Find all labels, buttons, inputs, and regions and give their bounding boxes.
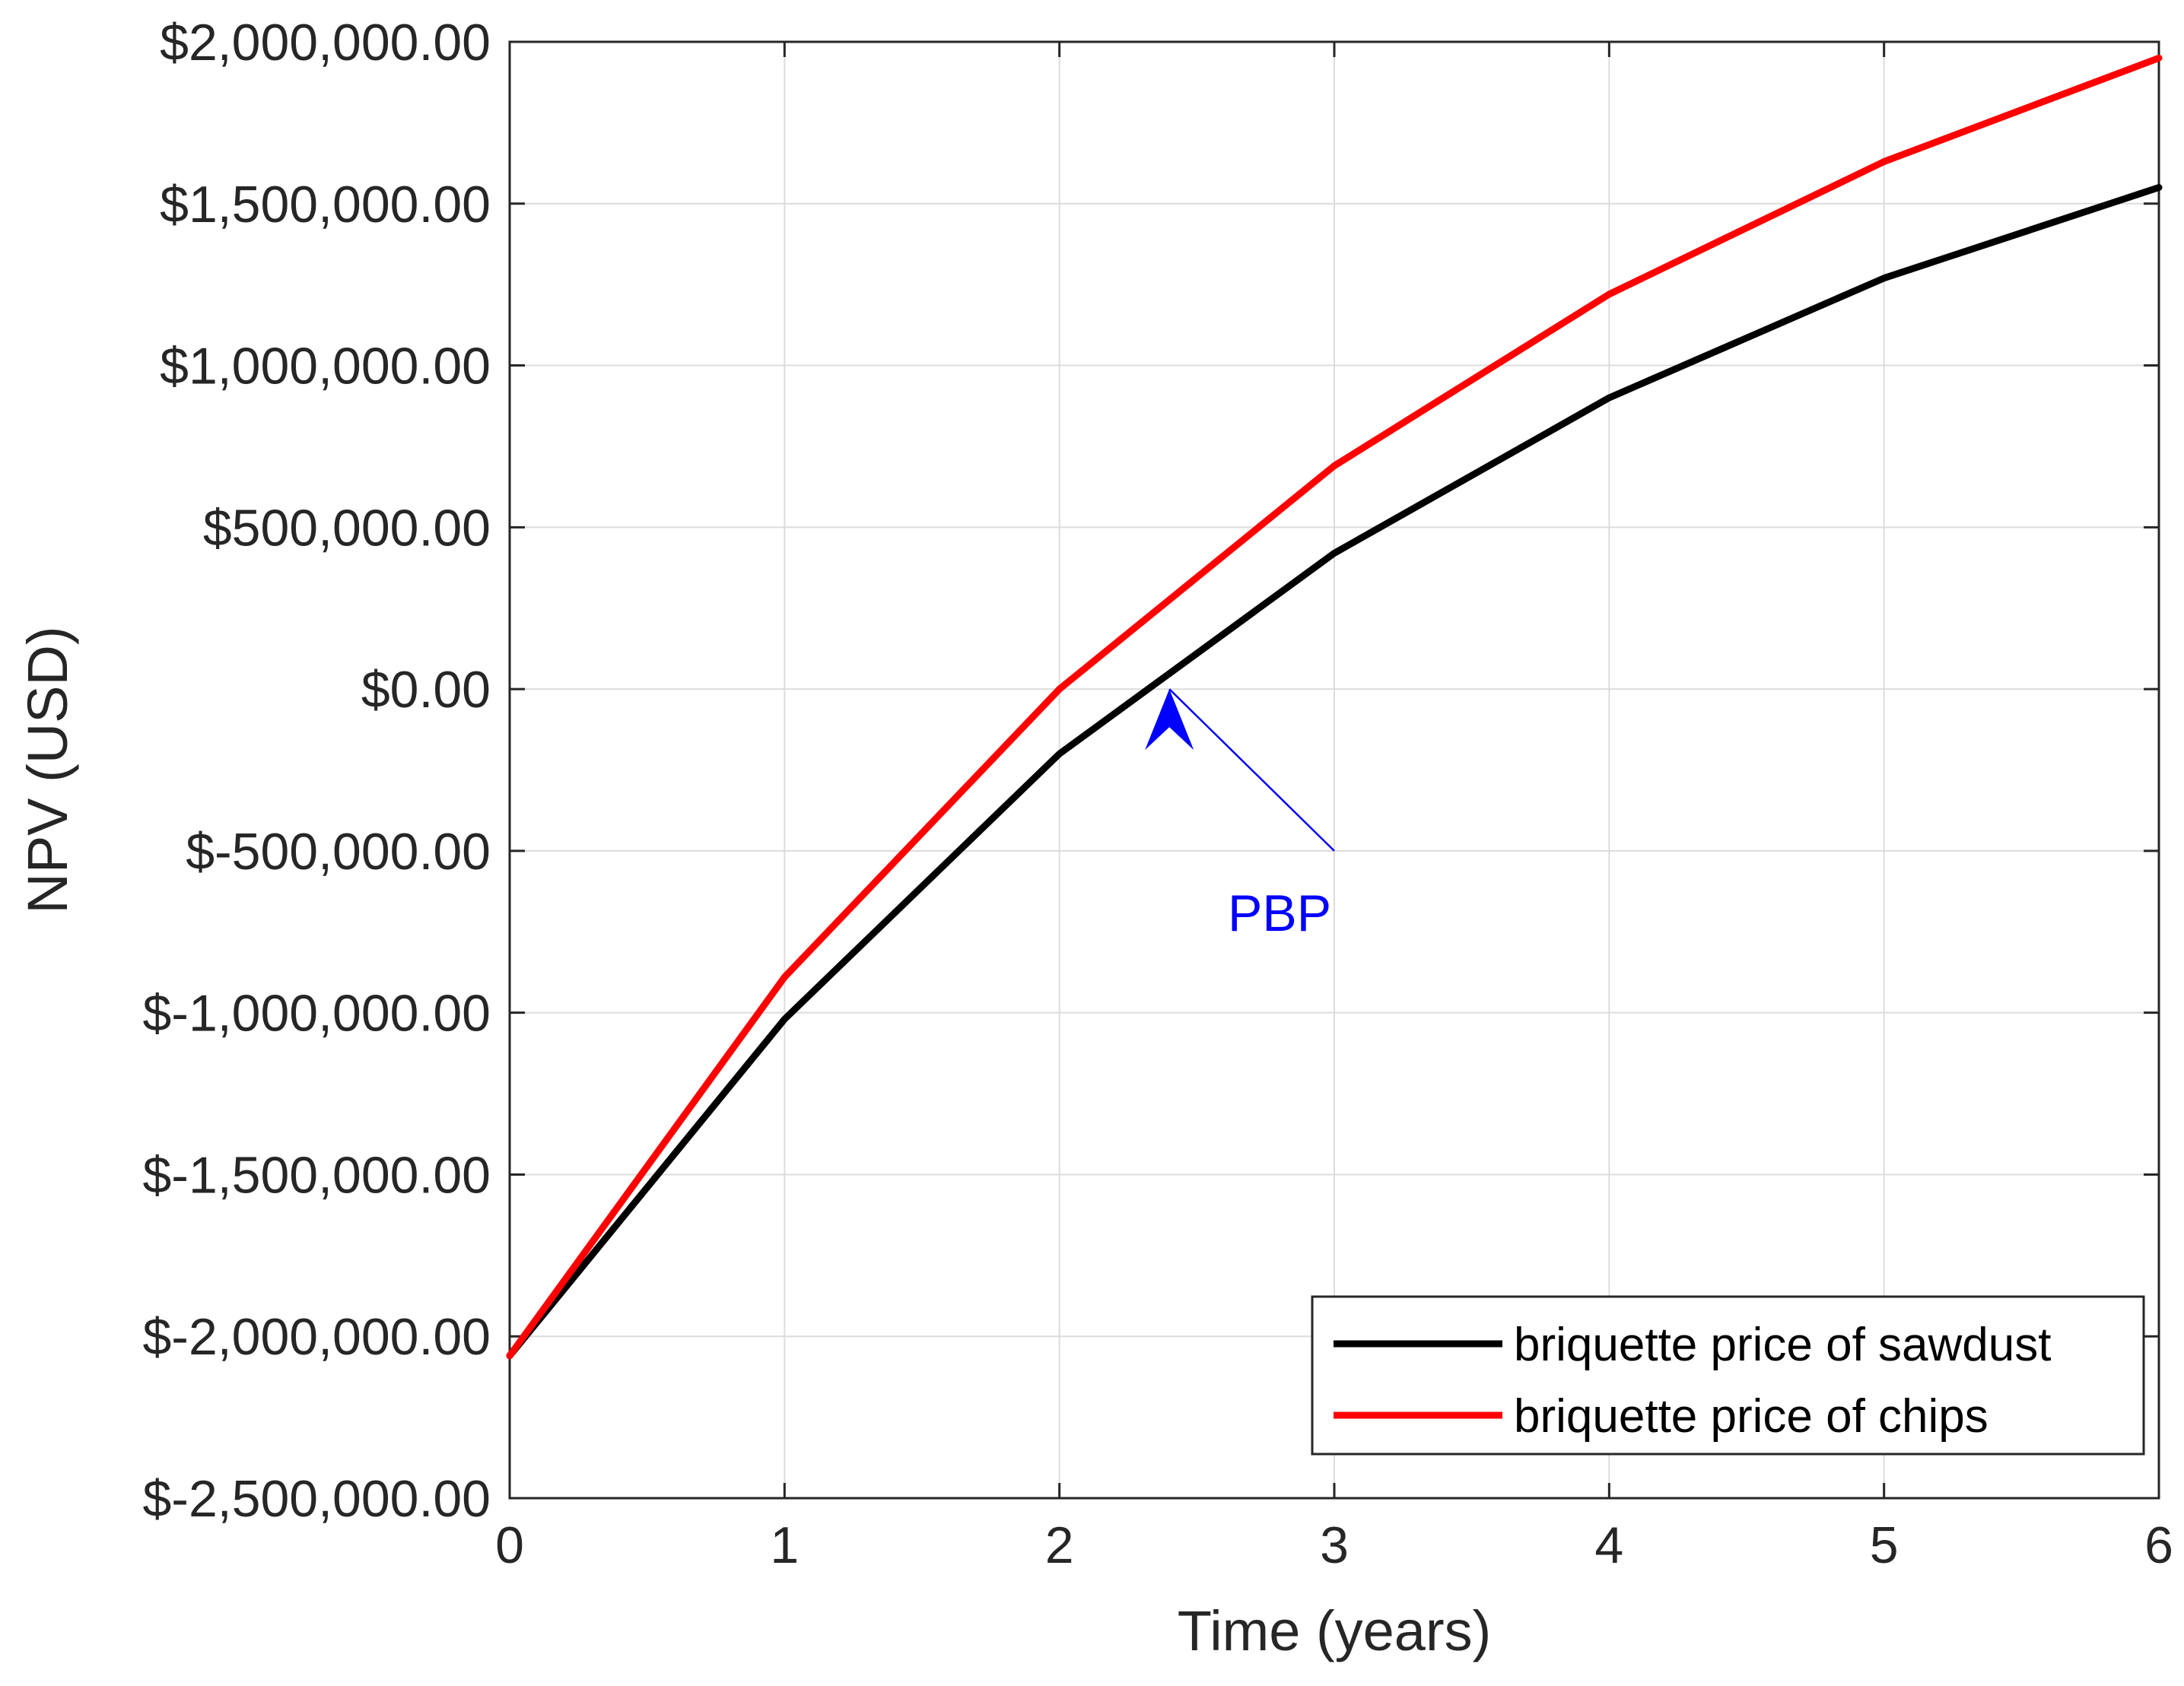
legend-box: [1311, 1295, 2145, 1456]
y-tick-label: $-1,000,000.00: [142, 985, 491, 1043]
y-tick-label: $1,000,000.00: [160, 338, 491, 395]
legend: briquette price of sawdust briquette pri…: [1311, 1295, 2145, 1456]
axis-ticks: [508, 40, 2160, 1500]
tick-labels: 0 1 2 3 4 5 6 $2,000,000.00 $1,500,000.00 $1,000,…: [142, 14, 2173, 1574]
y-tick-label: $2,000,000.00: [160, 14, 491, 71]
data-point: [2159, 187, 2160, 188]
x-tick-label: 0: [495, 1516, 524, 1574]
x-tick-label: 5: [1870, 1516, 1899, 1574]
data-point: [1334, 465, 1335, 466]
legend-label-sawdust: briquette price of sawdust: [1514, 1319, 2052, 1371]
legend-label-chips: briquette price of chips: [1514, 1390, 1988, 1443]
series-line-0: [506, 184, 2163, 1360]
x-tick-label: 3: [1320, 1516, 1349, 1574]
y-tick-label: $-2,500,000.00: [142, 1470, 491, 1528]
y-tick-label: $0.00: [361, 661, 491, 719]
x-tick-label: 4: [1594, 1516, 1623, 1574]
series-lines: [506, 54, 2163, 1360]
x-tick-label: 1: [770, 1516, 799, 1574]
series-line-1: [506, 54, 2163, 1360]
pbp-arrow-line: [1168, 688, 1335, 852]
y-tick-label: $1,500,000.00: [160, 176, 491, 233]
data-point: [2159, 58, 2160, 59]
y-tick-label: $-500,000.00: [186, 823, 491, 881]
y-tick-label: $500,000.00: [203, 499, 491, 557]
data-point: [1334, 553, 1335, 554]
pbp-label: PBP: [1228, 884, 1331, 942]
x-tick-label: 2: [1045, 1516, 1074, 1574]
pbp-annotation: PBP: [1145, 688, 1335, 942]
y-axis-title: NPV (USD): [16, 626, 79, 913]
y-tick-label: $-1,500,000.00: [142, 1146, 491, 1204]
data-point: [784, 1019, 785, 1020]
pbp-arrow-head: [1145, 689, 1194, 751]
data-point: [1059, 689, 1060, 690]
y-tick-label: $-2,000,000.00: [142, 1308, 491, 1366]
x-tick-label: 6: [2144, 1516, 2173, 1574]
data-point: [784, 976, 785, 977]
x-axis-title: Time (years): [1178, 1599, 1492, 1662]
